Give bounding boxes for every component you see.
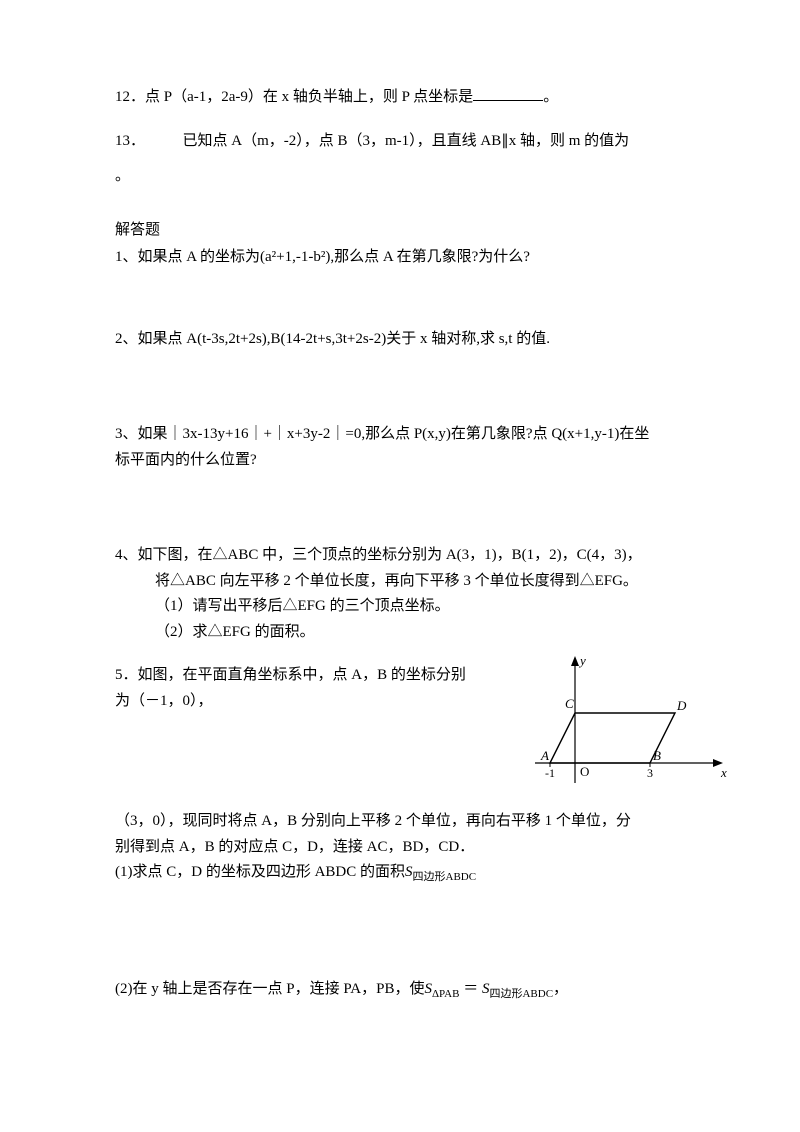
p5-q2-eq: ＝	[459, 981, 482, 997]
svg-text:-1: -1	[545, 766, 555, 780]
problem-5-q1: (1)求点 C，D 的坐标及四边形 ABDC 的面积S四边形ABDC	[115, 860, 690, 887]
q13-num: 13．	[115, 133, 145, 149]
gap-5b	[115, 887, 690, 977]
gap-3	[115, 473, 690, 543]
p5-q1-text: (1)求点 C，D 的坐标及四边形 ABDC 的面积	[115, 864, 405, 880]
p5-q1-sub: 四边形ABDC	[413, 871, 477, 883]
p5-q1-S: S	[405, 864, 413, 880]
coordinate-figure: y x A B C D O -1 3	[525, 653, 730, 803]
svg-text:y: y	[578, 653, 586, 668]
p5-q2-sub2: 四边形ABDC	[489, 988, 553, 1000]
question-12: 12．点 P（a-1，2a-9）在 x 轴负半轴上，则 P 点坐标是 。	[115, 85, 690, 111]
q13-text: 已知点 A（m，-2），点 B（3，m-1），且直线 AB∥x 轴，则 m 的值…	[183, 133, 630, 149]
problem-5-line3: 别得到点 A，B 的对应点 C，D，连接 AC，BD，CD．	[115, 835, 690, 861]
svg-text:x: x	[720, 765, 727, 780]
svg-text:O: O	[580, 764, 589, 779]
svg-text:D: D	[676, 698, 687, 713]
gap-2	[115, 352, 690, 422]
p5-q2-S1: S	[424, 981, 432, 997]
q12-text: 12．点 P（a-1，2a-9）在 x 轴负半轴上，则 P 点坐标是	[115, 89, 473, 105]
section-title: 解答题	[115, 218, 690, 244]
q12-tail: 。	[543, 89, 558, 105]
p5-q2-tail: ，	[553, 981, 568, 997]
problem-4-line1: 4、如下图，在△ABC 中，三个顶点的坐标分别为 A(3，1)，B(1，2)，C…	[115, 543, 690, 569]
svg-text:C: C	[565, 696, 574, 711]
problem-3-line2: 标平面内的什么位置?	[115, 448, 690, 474]
gap-1	[115, 271, 690, 327]
svg-text:3: 3	[647, 766, 653, 780]
svg-text:B: B	[653, 748, 661, 763]
problem-4-line4: （2）求△EFG 的面积。	[115, 620, 690, 646]
problem-3-line1: 3、如果｜3x-13y+16｜+｜x+3y-2｜=0,那么点 P(x,y)在第几…	[115, 422, 690, 448]
problem-5-wrap: 5．如图，在平面直角坐标系中，点 A，B 的坐标分别为（－1，0）， y x	[115, 663, 690, 714]
page: 12．点 P（a-1，2a-9）在 x 轴负半轴上，则 P 点坐标是。 13． …	[0, 0, 800, 1132]
p5-q2-sub1: ΔPAB	[432, 988, 459, 1000]
problem-4-line3: （1）请写出平移后△EFG 的三个顶点坐标。	[115, 594, 690, 620]
blank-q12[interactable]	[473, 85, 543, 101]
figure-svg: y x A B C D O -1 3	[525, 653, 730, 803]
problem-5-line2: （3，0），现同时将点 A，B 分别向上平移 2 个单位，再向右平移 1 个单位…	[115, 809, 690, 835]
problem-2: 2、如果点 A(t-3s,2t+2s),B(14-2t+s,3t+2s-2)关于…	[115, 327, 690, 353]
question-13: 13． 已知点 A（m，-2），点 B（3，m-1），且直线 AB∥x 轴，则 …	[115, 129, 690, 155]
problem-5-q2: (2)在 y 轴上是否存在一点 P，连接 PA，PB，使SΔPAB ＝ S四边形…	[115, 977, 690, 1004]
svg-text:A: A	[540, 748, 549, 763]
problem-4-line2: 将△ABC 向左平移 2 个单位长度，再向下平移 3 个单位长度得到△EFG。	[115, 569, 690, 595]
problem-1: 1、如果点 A 的坐标为(a²+1,-1-b²),那么点 A 在第几象限?为什么…	[115, 245, 690, 271]
problem-5-line1: 5．如图，在平面直角坐标系中，点 A，B 的坐标分别为（－1，0），	[115, 663, 475, 714]
q13-tail: 。	[115, 164, 690, 190]
p5-q2-text: (2)在 y 轴上是否存在一点 P，连接 PA，PB，使	[115, 981, 424, 997]
